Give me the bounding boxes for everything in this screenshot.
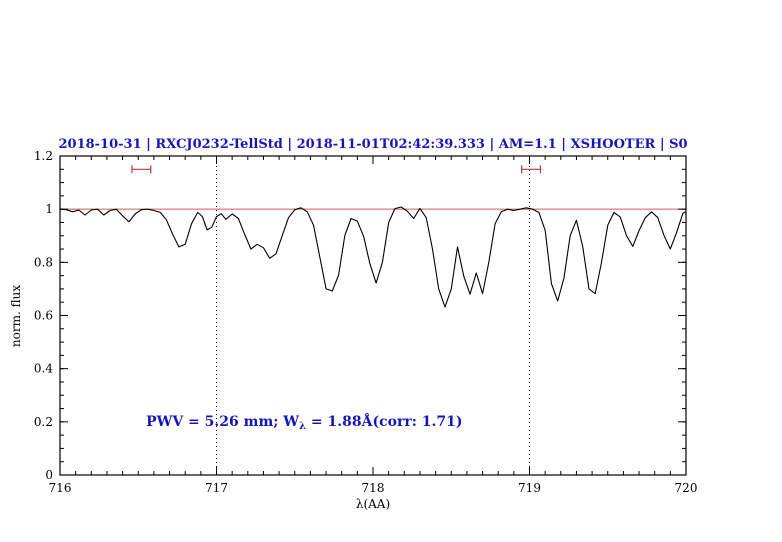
spectrum-line: [59, 206, 687, 308]
x-tick-label: 720: [675, 481, 698, 495]
y-axis-label: norm. flux: [9, 285, 23, 347]
x-tick-label: 716: [49, 481, 72, 495]
y-tick-label: 1.2: [34, 149, 53, 163]
y-tick-label: 0.2: [34, 415, 53, 429]
x-tick-label: 717: [205, 481, 228, 495]
y-tick-label: 0.8: [34, 255, 53, 269]
x-axis-label: λ(AA): [356, 497, 390, 511]
x-tick-label: 719: [518, 481, 541, 495]
y-tick-label: 0.4: [34, 362, 53, 376]
x-tick-label: 718: [362, 481, 385, 495]
pwv-annotation: PWV = 5.26 mm; Wλ = 1.88Å(corr: 1.71): [146, 412, 462, 432]
y-tick-label: 0: [45, 468, 53, 482]
plot-layers: 716 717 718 719 720 0 0.2 0.4 0.6 0.8 1 1.2: [34, 149, 698, 495]
y-tick-label: 1: [45, 202, 53, 216]
y-tick-label: 0.6: [34, 309, 53, 323]
plot-title: 2018-10-31 | RXCJ0232-TellStd | 2018-11-…: [58, 137, 687, 152]
